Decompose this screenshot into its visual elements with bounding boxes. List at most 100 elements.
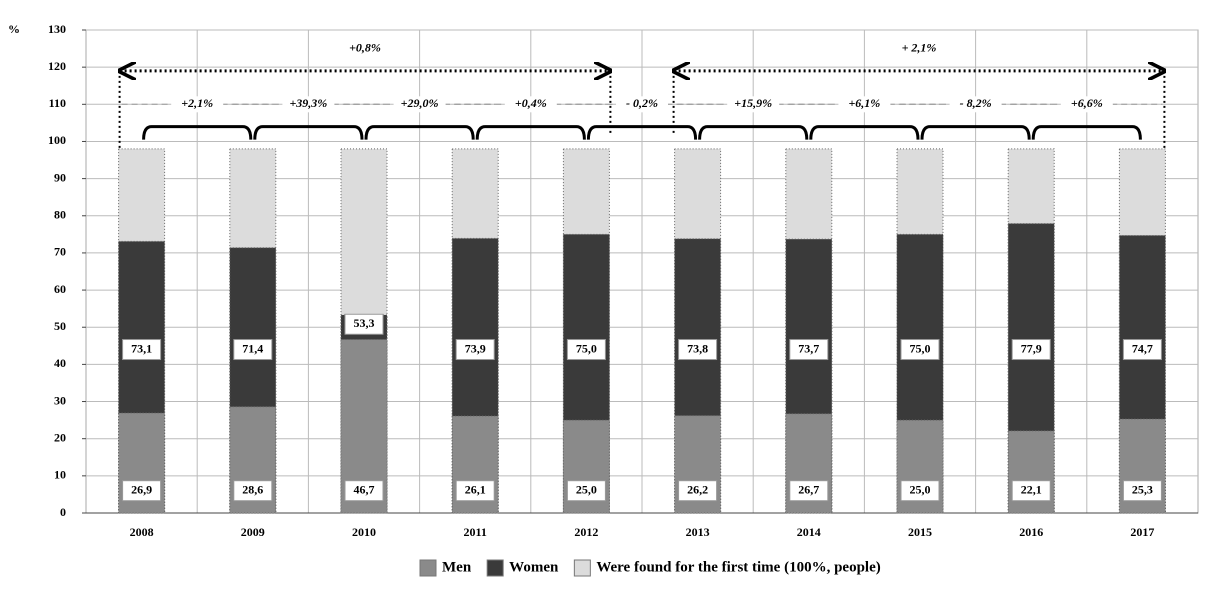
annotation-bg	[838, 96, 891, 113]
value-label-box	[1122, 339, 1162, 361]
legend-label: Men	[442, 559, 472, 575]
x-tick-label: 2008	[130, 525, 154, 539]
y-tick-label: 120	[48, 59, 66, 73]
value-label-box	[900, 339, 940, 361]
legend-swatch	[419, 559, 437, 577]
y-tick-label: 60	[54, 282, 66, 296]
value-label: 77,9	[1021, 341, 1042, 355]
value-label-box	[566, 339, 606, 361]
x-tick-label: 2013	[686, 525, 710, 539]
value-label-box	[455, 480, 495, 502]
value-label: 73,8	[687, 341, 708, 355]
annotation-bg	[282, 96, 335, 113]
annotation: +39,3%	[289, 96, 327, 110]
value-label: 25,0	[910, 482, 931, 496]
y-tick-label: 100	[48, 133, 66, 147]
value-label: 28,6	[242, 482, 263, 496]
x-tick-label: 2015	[908, 525, 932, 539]
x-tick-label: 2011	[464, 525, 487, 539]
annotation-bg	[727, 96, 780, 113]
value-label: 73,7	[798, 341, 819, 355]
bracket	[142, 125, 253, 140]
value-label-box	[233, 339, 273, 361]
value-label: 74,7	[1132, 341, 1153, 355]
annotation: +6,6%	[1071, 96, 1103, 110]
value-label-box	[233, 480, 273, 502]
value-label-box	[344, 313, 384, 335]
value-label-box	[678, 480, 718, 502]
y-axis-label: %	[8, 22, 20, 36]
y-tick-label: 30	[54, 393, 66, 407]
value-label-box	[1011, 339, 1051, 361]
annotation-bg	[504, 96, 557, 113]
value-label-box	[678, 339, 718, 361]
value-label: 71,4	[242, 341, 263, 355]
annotation-bg	[949, 96, 1002, 113]
annotation: +2,1%	[181, 96, 213, 110]
x-tick-label: 2014	[797, 525, 821, 539]
bracket	[364, 125, 475, 140]
legend-swatch	[573, 559, 591, 577]
value-label: 26,1	[465, 482, 486, 496]
legend-swatch	[486, 559, 504, 577]
bracket	[920, 125, 1031, 140]
x-tick-label: 2012	[574, 525, 598, 539]
annotation-bg	[616, 96, 668, 113]
bracket	[253, 125, 364, 140]
legend-label: Were found for the first time (100%, peo…	[596, 559, 880, 575]
annotation: +29,0%	[401, 96, 439, 110]
y-tick-label: 0	[60, 505, 66, 519]
value-label-box	[789, 480, 829, 502]
value-label: 26,9	[131, 482, 152, 496]
x-tick-label: 2010	[352, 525, 376, 539]
value-label: 53,3	[354, 316, 375, 330]
x-tick-label: 2017	[1130, 525, 1154, 539]
y-tick-label: 20	[54, 430, 66, 444]
value-label-box	[1122, 480, 1162, 502]
annotation-bg	[1060, 96, 1113, 113]
value-label-box	[344, 480, 384, 502]
annotation: +0,4%	[515, 96, 547, 110]
bracket	[586, 125, 698, 140]
y-tick-label: 50	[54, 319, 66, 333]
annotation: +6,1%	[848, 96, 880, 110]
annotation-bg	[171, 96, 224, 113]
span-label: +0,8%	[349, 40, 381, 54]
value-label: 26,7	[798, 482, 819, 496]
value-label: 22,1	[1021, 482, 1042, 496]
value-label: 75,0	[910, 341, 931, 355]
y-tick-label: 80	[54, 208, 66, 222]
bracket	[809, 125, 920, 140]
annotation: +15,9%	[734, 96, 772, 110]
value-label: 75,0	[576, 341, 597, 355]
y-tick-label: 110	[49, 96, 66, 110]
bracket	[1031, 125, 1142, 140]
value-label: 46,7	[354, 482, 375, 496]
y-tick-label: 90	[54, 170, 66, 184]
y-tick-label: 130	[48, 22, 66, 36]
y-tick-label: 40	[54, 356, 66, 370]
value-label-box	[122, 480, 162, 502]
legend-label: Women	[509, 559, 559, 575]
span-label: + 2,1%	[902, 40, 937, 54]
value-label-box	[900, 480, 940, 502]
value-label: 26,2	[687, 482, 708, 496]
x-tick-label: 2009	[241, 525, 265, 539]
annotation: - 0,2%	[626, 96, 658, 110]
x-tick-label: 2016	[1019, 525, 1043, 539]
value-label-box	[789, 339, 829, 361]
value-label-box	[566, 480, 606, 502]
value-label-box	[1011, 480, 1051, 502]
value-label-box	[455, 339, 495, 361]
y-tick-label: 70	[54, 245, 66, 259]
value-label-box	[122, 339, 162, 361]
annotation-bg	[393, 96, 446, 113]
value-label: 25,3	[1132, 482, 1153, 496]
value-label: 73,1	[131, 341, 152, 355]
value-label: 73,9	[465, 341, 486, 355]
value-label: 25,0	[576, 482, 597, 496]
bracket	[698, 125, 809, 140]
bracket	[475, 125, 586, 140]
